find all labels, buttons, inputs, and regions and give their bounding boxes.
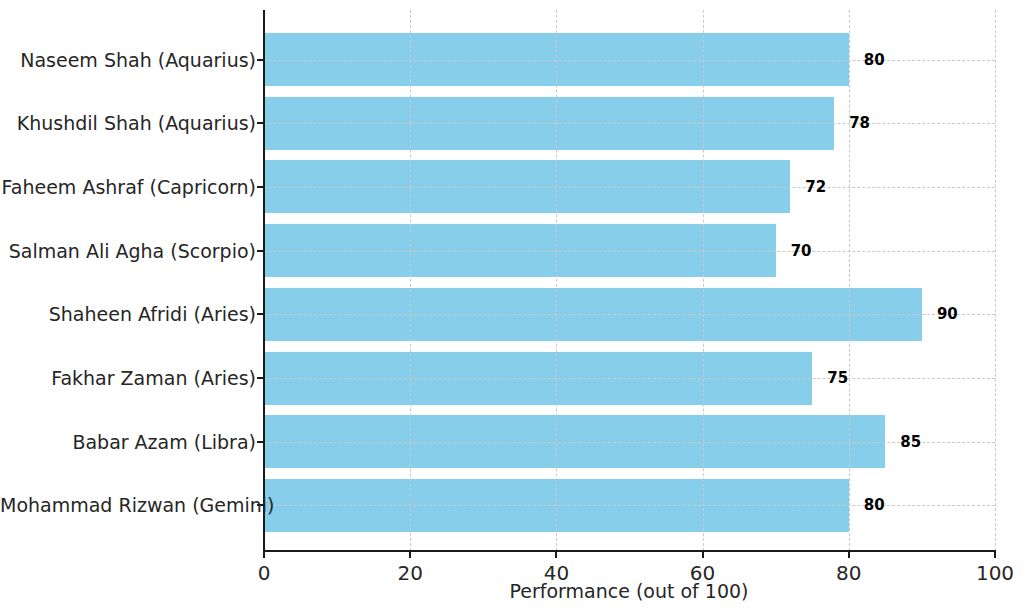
- x-tick-mark: [994, 551, 996, 558]
- y-tick-label: Naseem Shah (Aquarius): [0, 49, 256, 71]
- y-tick-label: Faheem Ashraf (Capricorn): [0, 176, 256, 198]
- bar-value-label: 70: [791, 242, 812, 260]
- horizontal-gridline: [264, 378, 995, 379]
- bar-chart-figure: Performance (out of 100) Naseem Shah (Aq…: [0, 0, 1024, 611]
- x-tick-label: 100: [955, 561, 1024, 585]
- x-tick-label: 60: [663, 561, 743, 585]
- x-tick-mark: [263, 551, 265, 558]
- x-tick-label: 20: [370, 561, 450, 585]
- x-tick-label: 0: [224, 561, 304, 585]
- vertical-gridline: [849, 10, 850, 551]
- horizontal-gridline: [264, 123, 995, 124]
- vertical-gridline: [556, 10, 557, 551]
- horizontal-gridline: [264, 187, 995, 188]
- x-axis-spine: [263, 550, 996, 552]
- x-tick-mark: [555, 551, 557, 558]
- bar-value-label: 80: [864, 51, 885, 69]
- y-tick-label: Mohammad Rizwan (Gemini): [0, 494, 256, 516]
- bar-value-label: 75: [827, 369, 848, 387]
- y-axis-spine: [263, 10, 265, 551]
- horizontal-gridline: [264, 314, 995, 315]
- bar-value-label: 90: [937, 305, 958, 323]
- x-tick-mark: [848, 551, 850, 558]
- x-axis-title: Performance (out of 100): [379, 580, 879, 602]
- y-tick-label: Fakhar Zaman (Aries): [0, 367, 256, 389]
- y-tick-label: Salman Ali Agha (Scorpio): [0, 240, 256, 262]
- x-tick-label: 40: [516, 561, 596, 585]
- bar-value-label: 72: [805, 178, 826, 196]
- horizontal-gridline: [264, 60, 995, 61]
- bar-value-label: 85: [900, 433, 921, 451]
- x-tick-mark: [409, 551, 411, 558]
- bar-value-label: 78: [849, 114, 870, 132]
- y-tick-label: Shaheen Afridi (Aries): [0, 303, 256, 325]
- horizontal-gridline: [264, 442, 995, 443]
- y-tick-label: Khushdil Shah (Aquarius): [0, 112, 256, 134]
- horizontal-gridline: [264, 251, 995, 252]
- y-tick-label: Babar Azam (Libra): [0, 431, 256, 453]
- bar-value-label: 80: [864, 496, 885, 514]
- horizontal-gridline: [264, 505, 995, 506]
- vertical-gridline: [703, 10, 704, 551]
- x-tick-label: 80: [809, 561, 889, 585]
- x-tick-mark: [702, 551, 704, 558]
- vertical-gridline: [410, 10, 411, 551]
- vertical-gridline: [995, 10, 996, 551]
